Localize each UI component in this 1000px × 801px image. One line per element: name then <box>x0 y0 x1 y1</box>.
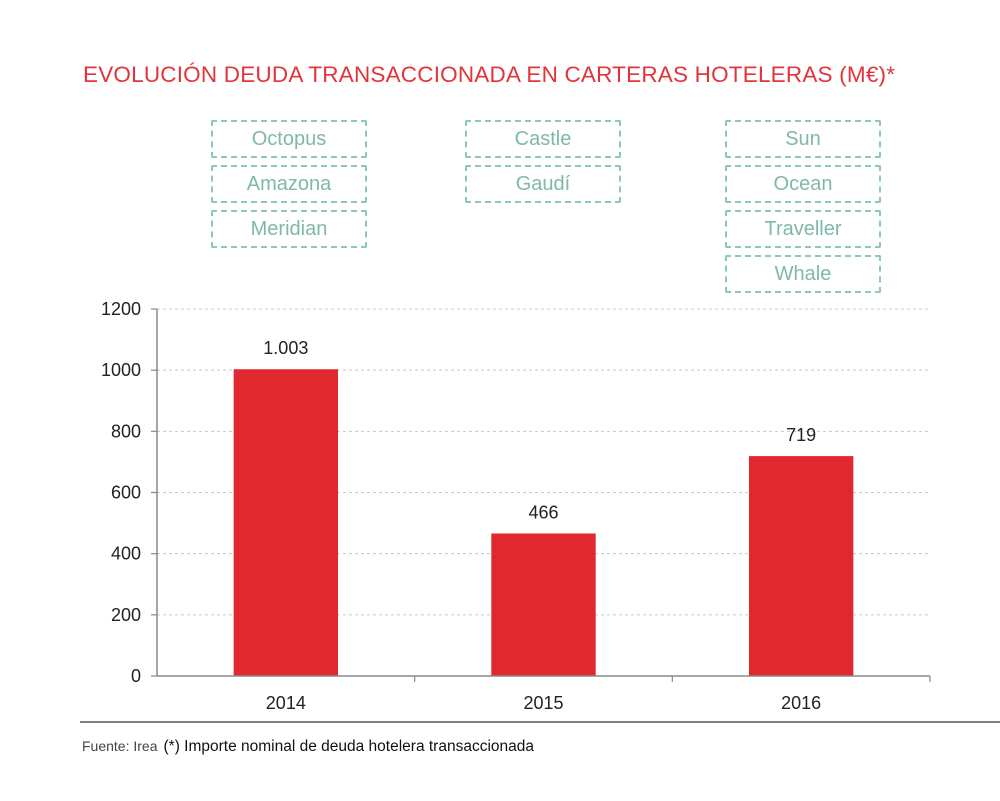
portfolio-tag-meridian: Meridian <box>211 210 367 248</box>
y-tick-label: 600 <box>111 483 141 503</box>
bar-2014 <box>233 369 339 676</box>
x-tick-label-2014: 2014 <box>266 693 306 713</box>
y-tick-label: 800 <box>111 421 141 441</box>
x-tick-label-2016: 2016 <box>781 693 821 713</box>
portfolio-tag-traveller: Traveller <box>725 210 881 248</box>
footnote: (*) Importe nominal de deuda hotelera tr… <box>163 738 535 755</box>
y-tick-label: 0 <box>131 666 141 686</box>
portfolio-tag-whale: Whale <box>725 255 881 293</box>
bar-2015 <box>491 533 596 676</box>
x-tick-label-2015: 2015 <box>523 693 563 713</box>
footer-divider <box>80 721 1000 723</box>
data-label-2016: 719 <box>786 425 816 445</box>
portfolio-tag-gaudí: Gaudí <box>465 165 621 203</box>
chart-title: EVOLUCIÓN DEUDA TRANSACCIONADA EN CARTER… <box>83 62 896 87</box>
portfolio-tag-amazona: Amazona <box>211 165 367 203</box>
portfolio-tag-ocean: Ocean <box>725 165 881 203</box>
data-label-2015: 466 <box>528 502 558 522</box>
y-tick-label: 200 <box>111 605 141 625</box>
y-tick-label: 1000 <box>101 360 141 380</box>
y-tick-label: 1200 <box>101 299 141 319</box>
portfolio-tag-octopus: Octopus <box>211 120 367 158</box>
source-label: Fuente: Irea <box>82 738 158 754</box>
footer: Fuente: Irea (*) Importe nominal de deuda… <box>82 738 534 756</box>
y-tick-label: 400 <box>111 544 141 564</box>
portfolio-tag-sun: Sun <box>725 120 881 158</box>
data-label-2014: 1.003 <box>263 338 308 358</box>
bar-2016 <box>748 456 854 676</box>
portfolio-tag-castle: Castle <box>465 120 621 158</box>
